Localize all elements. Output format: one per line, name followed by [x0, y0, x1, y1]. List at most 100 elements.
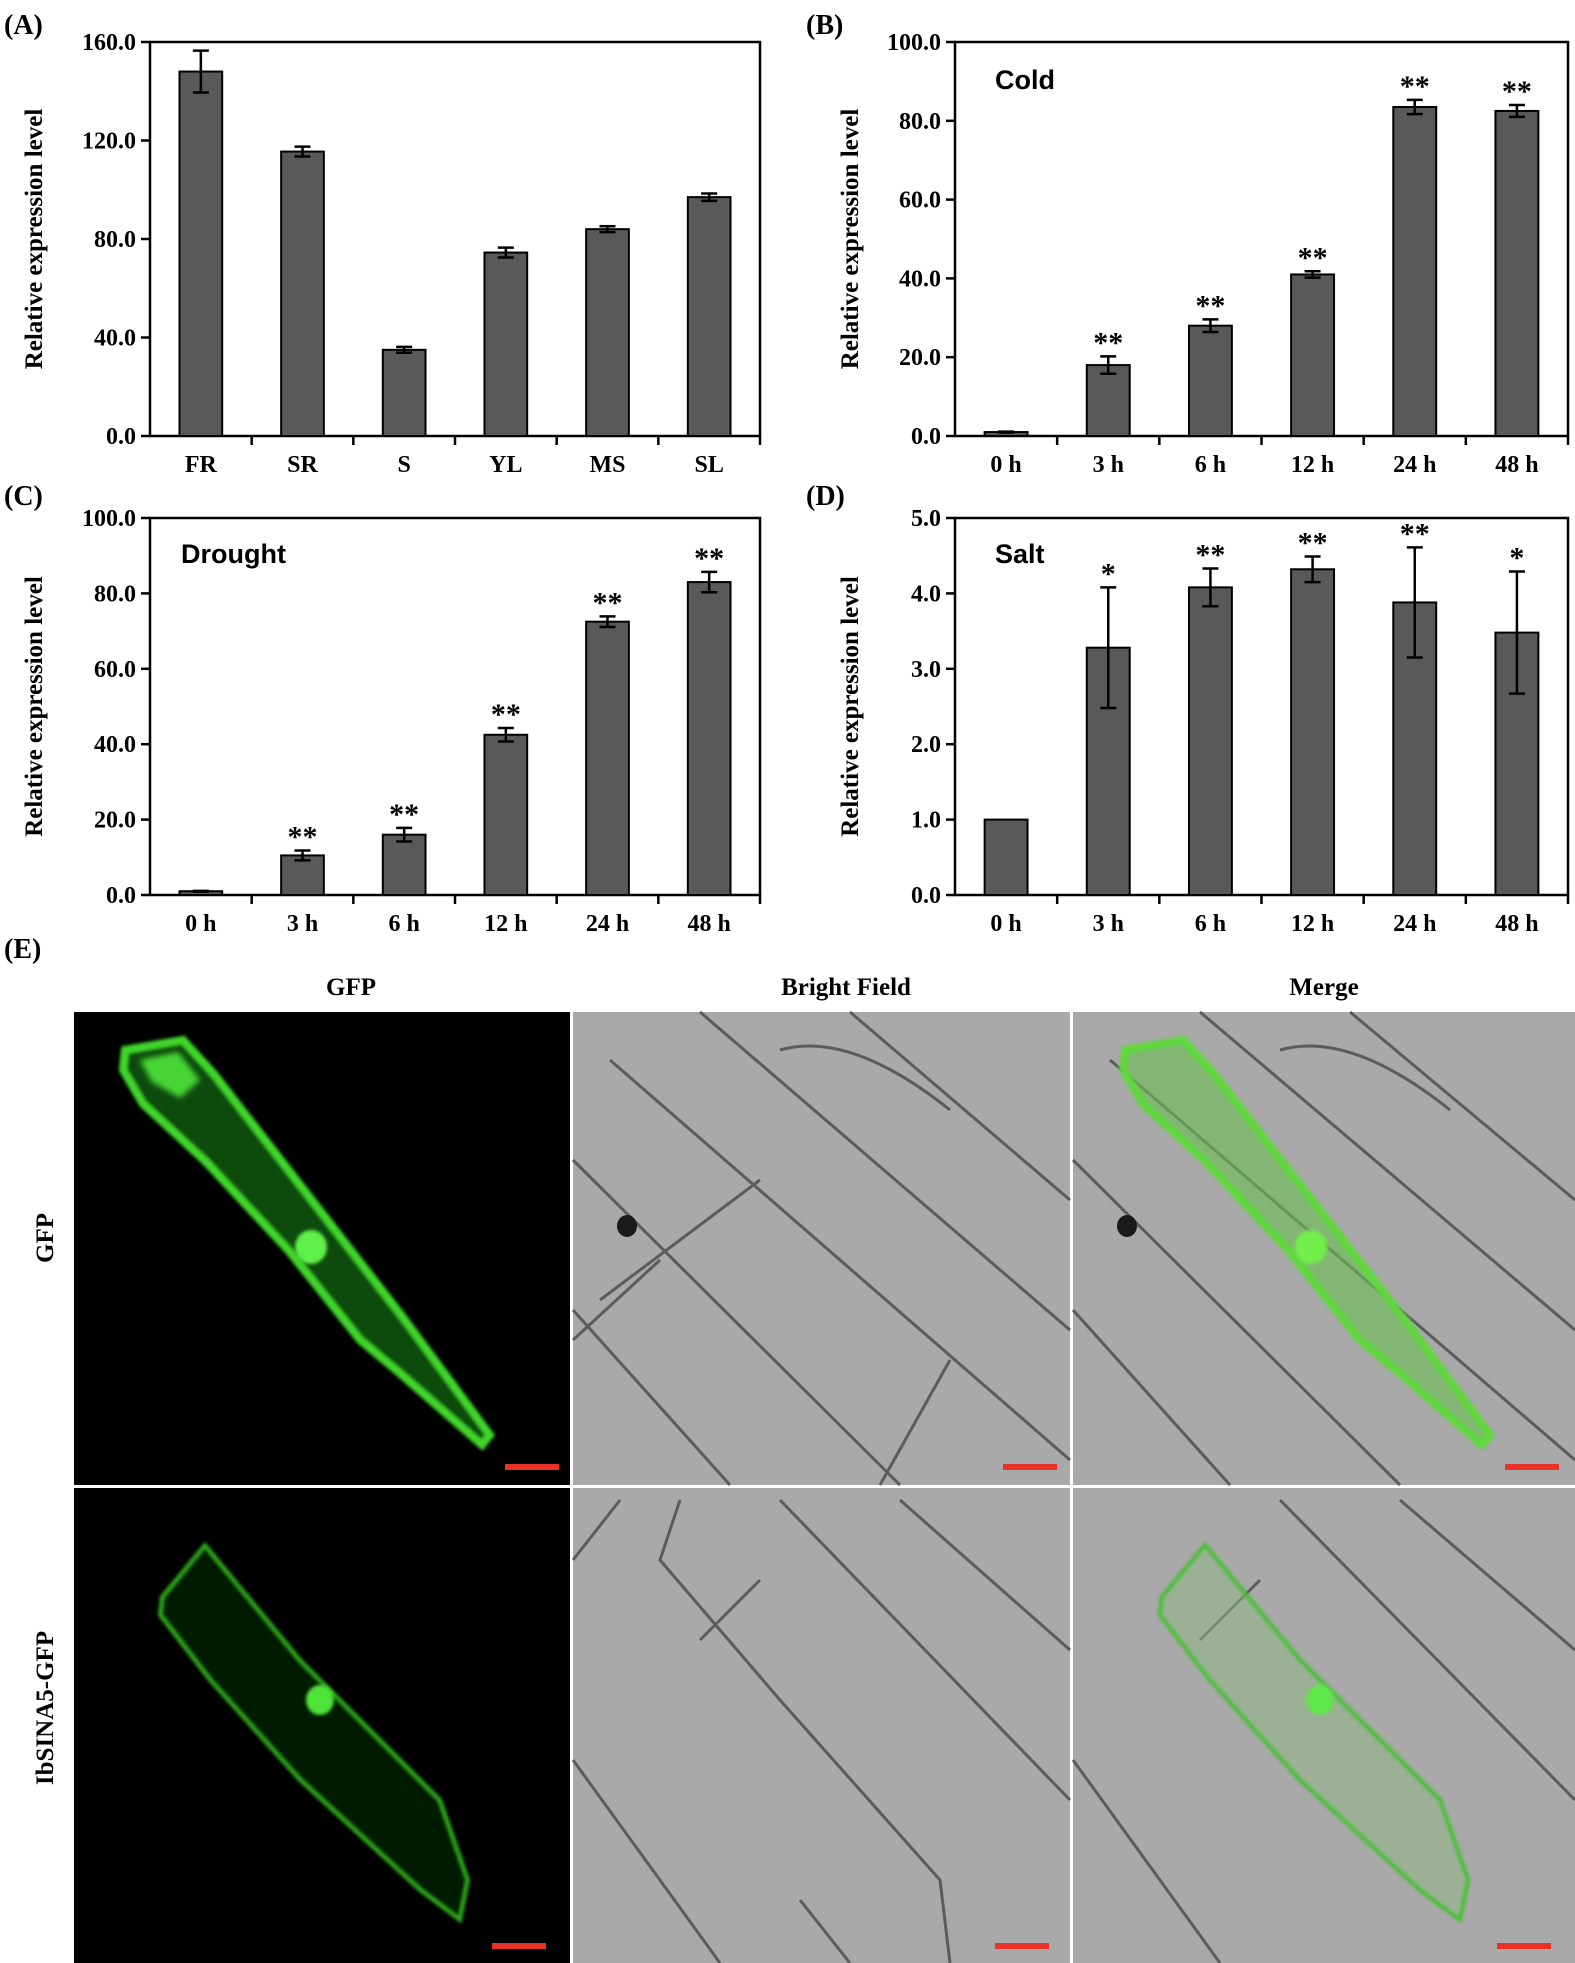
row-label-ibsina5-gfp: IbSINA5-GFP — [32, 1631, 59, 1785]
plot-frame — [953, 40, 1570, 438]
bar — [1290, 568, 1336, 896]
x-tick-label: SR — [287, 452, 318, 478]
x-tick-label: 24 h — [586, 911, 629, 937]
bar — [1187, 324, 1233, 437]
x-tick-label: 48 h — [1495, 911, 1538, 937]
x-tick-label: 24 h — [1393, 452, 1436, 478]
plot-frame — [953, 516, 1570, 897]
y-axis-label: Relative expression level — [21, 576, 48, 837]
x-tick-label: 48 h — [687, 911, 730, 937]
y-tick-label: 40.0 — [899, 266, 941, 292]
y-tick-label: 80.0 — [94, 227, 136, 253]
x-tick-label: 12 h — [1291, 452, 1334, 478]
bar — [585, 620, 630, 896]
bar — [1290, 273, 1336, 437]
bar — [1085, 364, 1131, 437]
bar — [483, 733, 529, 897]
significance-marker: ** — [1400, 70, 1430, 103]
significance-marker: ** — [1195, 289, 1225, 322]
condition-label: Cold — [995, 65, 1055, 95]
image-gfp-gfp — [74, 1012, 570, 1485]
plot-frame — [148, 516, 762, 897]
significance-marker: ** — [1502, 75, 1532, 108]
panel-label-e: (E) — [4, 934, 41, 965]
x-tick-label: 12 h — [1291, 911, 1334, 937]
bar — [686, 196, 732, 437]
significance-marker: ** — [389, 798, 419, 831]
y-tick-label: 80.0 — [899, 109, 941, 135]
x-tick-label: 12 h — [484, 911, 527, 937]
x-tick-label: 3 h — [1093, 452, 1124, 478]
column-label-gfp: GFP — [326, 974, 376, 1001]
scale-bar — [1505, 1464, 1559, 1470]
column-label-bright-field: Bright Field — [781, 974, 911, 1001]
bar — [983, 818, 1029, 896]
significance-marker: ** — [1298, 241, 1328, 274]
condition-label: Drought — [181, 539, 286, 569]
x-tick-label: YL — [489, 452, 522, 478]
x-tick-label: 6 h — [388, 911, 419, 937]
significance-marker: * — [1509, 542, 1524, 575]
y-tick-label: 20.0 — [899, 345, 941, 371]
bar — [1494, 109, 1540, 437]
image-gfp-merge — [1071, 1010, 1575, 1487]
bar — [483, 251, 529, 437]
y-tick-label: 3.0 — [911, 657, 941, 683]
panel-label: (B) — [806, 10, 843, 41]
plot-frame — [148, 40, 762, 438]
panel-label: (D) — [806, 481, 845, 512]
chart-d: (D) 0.0 1.0 2.0 3.0 4.0 5.0 Relative expression… — [806, 481, 1570, 937]
y-tick-label: 80.0 — [94, 581, 136, 607]
significance-marker: ** — [694, 542, 724, 575]
panel-label: (A) — [4, 10, 43, 41]
x-tick-label: 0 h — [990, 452, 1021, 478]
chart-b: (B) 0.0 20.0 40.0 60.0 80.0 100.0 Relative expr… — [806, 10, 1570, 478]
significance-marker: ** — [491, 698, 521, 731]
y-tick-label: 0.0 — [911, 424, 941, 450]
chart-c: (C) 0.0 20.0 40.0 60.0 80.0 100.0 Relative expr… — [4, 481, 762, 937]
chart-a: (A) 0.0 40.0 80.0 120.0 160.0 Relative express… — [4, 10, 762, 478]
charts-area: (A) 0.0 40.0 80.0 120.0 160.0 Relative express… — [4, 10, 1570, 937]
y-tick-label: 1.0 — [911, 808, 941, 834]
x-tick-label: 3 h — [287, 911, 318, 937]
x-tick-label: MS — [590, 452, 626, 478]
x-tick-label: SL — [694, 452, 723, 478]
y-tick-label: 0.0 — [106, 883, 136, 909]
y-tick-label: 0.0 — [106, 424, 136, 450]
image-ibsina5-gfp-gfp — [74, 1488, 570, 1963]
y-tick-label: 20.0 — [94, 808, 136, 834]
x-tick-label: 0 h — [990, 911, 1021, 937]
scale-bar — [995, 1943, 1049, 1949]
y-axis-label: Relative expression level — [837, 109, 864, 370]
y-tick-label: 0.0 — [911, 883, 941, 909]
x-tick-label: 6 h — [1195, 452, 1226, 478]
y-tick-label: 100.0 — [82, 506, 136, 532]
microscopy-panel: (E) GFP Bright Field Merge GFP IbSINA5-G… — [4, 934, 1575, 1963]
bar — [1187, 586, 1233, 896]
scale-bar — [1003, 1464, 1057, 1470]
image-ibsina5-gfp-merge — [1071, 1488, 1575, 1963]
image-ibsina5-gfp-bright-field — [571, 1488, 1072, 1963]
column-label-merge: Merge — [1289, 974, 1358, 1001]
row-label-gfp: GFP — [32, 1213, 59, 1263]
significance-marker: ** — [1195, 539, 1225, 572]
bar — [686, 581, 732, 897]
y-tick-label: 2.0 — [911, 732, 941, 758]
x-tick-label: 3 h — [1093, 911, 1124, 937]
y-tick-label: 60.0 — [899, 188, 941, 214]
x-tick-label: S — [397, 452, 410, 478]
y-tick-label: 40.0 — [94, 326, 136, 352]
y-tick-label: 60.0 — [94, 657, 136, 683]
y-tick-label: 40.0 — [94, 732, 136, 758]
bar — [1392, 106, 1438, 437]
significance-marker: ** — [288, 821, 318, 854]
y-tick-label: 100.0 — [887, 30, 941, 56]
x-tick-label: 24 h — [1393, 911, 1436, 937]
x-tick-label: 0 h — [185, 911, 216, 937]
x-tick-label: 48 h — [1495, 452, 1538, 478]
y-tick-label: 120.0 — [82, 129, 136, 155]
bar — [280, 150, 325, 438]
scale-bar — [492, 1943, 546, 1949]
significance-marker: ** — [593, 586, 623, 619]
